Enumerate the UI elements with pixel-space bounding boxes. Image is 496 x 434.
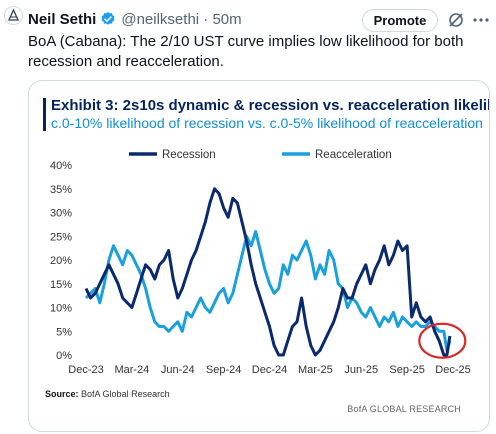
exhibit-subtitle: c.0-10% likelihood of recession vs. c.0-… [51,115,483,131]
series-group [84,187,452,357]
x-tick-label: Dec-25 [435,364,470,376]
y-tick-label: 20% [50,255,72,267]
grok-icon[interactable] [448,12,464,28]
avatar-logo-icon [7,8,20,21]
line-chart: 0% 5% 10% 15% 20% 25% 30% 35% 40% Dec-23 Mar-24 Ju… [50,149,471,376]
tweet-header: Neil Sethi @neilksethi · 50m [28,7,488,31]
exhibit-accent-bar [43,98,46,131]
y-tick-label: 0% [56,350,72,362]
tweet-text: BoA (Cabana): The 2/10 UST curve implies… [28,33,464,70]
credit-text: BofA GLOBAL RESEARCH [347,404,461,414]
media-card[interactable]: Exhibit 3: 2s10s dynamic & recession vs.… [28,80,490,432]
y-tick-label: 10% [50,303,72,315]
legend: Recession Reacceleration [129,149,392,161]
x-tick-label: Jun-24 [161,364,195,376]
source-label: Source: [45,389,79,399]
series-line-reacceleration [84,230,452,352]
y-tick-label: 5% [56,326,72,338]
x-tick-label: Dec-23 [68,364,103,376]
promote-button[interactable]: Promote [362,9,438,32]
y-tick-label: 25% [50,231,72,243]
y-tick-label: 35% [50,184,72,196]
x-tick-label: Mar-24 [114,364,149,376]
more-icon[interactable] [472,12,490,28]
logo-avatar[interactable] [4,6,23,25]
legend-label: Recession [162,149,216,161]
x-tick-label: Mar-25 [298,364,333,376]
author-handle-time[interactable]: @neilksethi · 50m [121,10,242,28]
x-tick-label: Dec-24 [252,364,287,376]
y-tick-label: 40% [50,160,72,172]
source-text: BofA Global Research [81,389,170,399]
y-tick-label: 15% [50,279,72,291]
source-line: Source: BofA Global Research [45,389,170,399]
author-name[interactable]: Neil Sethi [28,10,97,28]
x-tick-label: Jun-25 [344,364,378,376]
series-line-recession [84,187,452,357]
highlight-circle [418,322,467,359]
y-tick-label: 30% [50,208,72,220]
y-axis: 0% 5% 10% 15% 20% 25% 30% 35% 40% [50,160,72,362]
x-tick-label: Sep-25 [389,364,424,376]
x-axis: Dec-23 Mar-24 Jun-24 Sep-24 Dec-24 Mar-25 Jun-… [68,364,470,376]
legend-label: Reacceleration [315,149,392,161]
x-tick-label: Sep-24 [206,364,241,376]
verified-badge-icon [101,12,115,25]
exhibit-title: Exhibit 3: 2s10s dynamic & recession vs.… [51,97,490,114]
